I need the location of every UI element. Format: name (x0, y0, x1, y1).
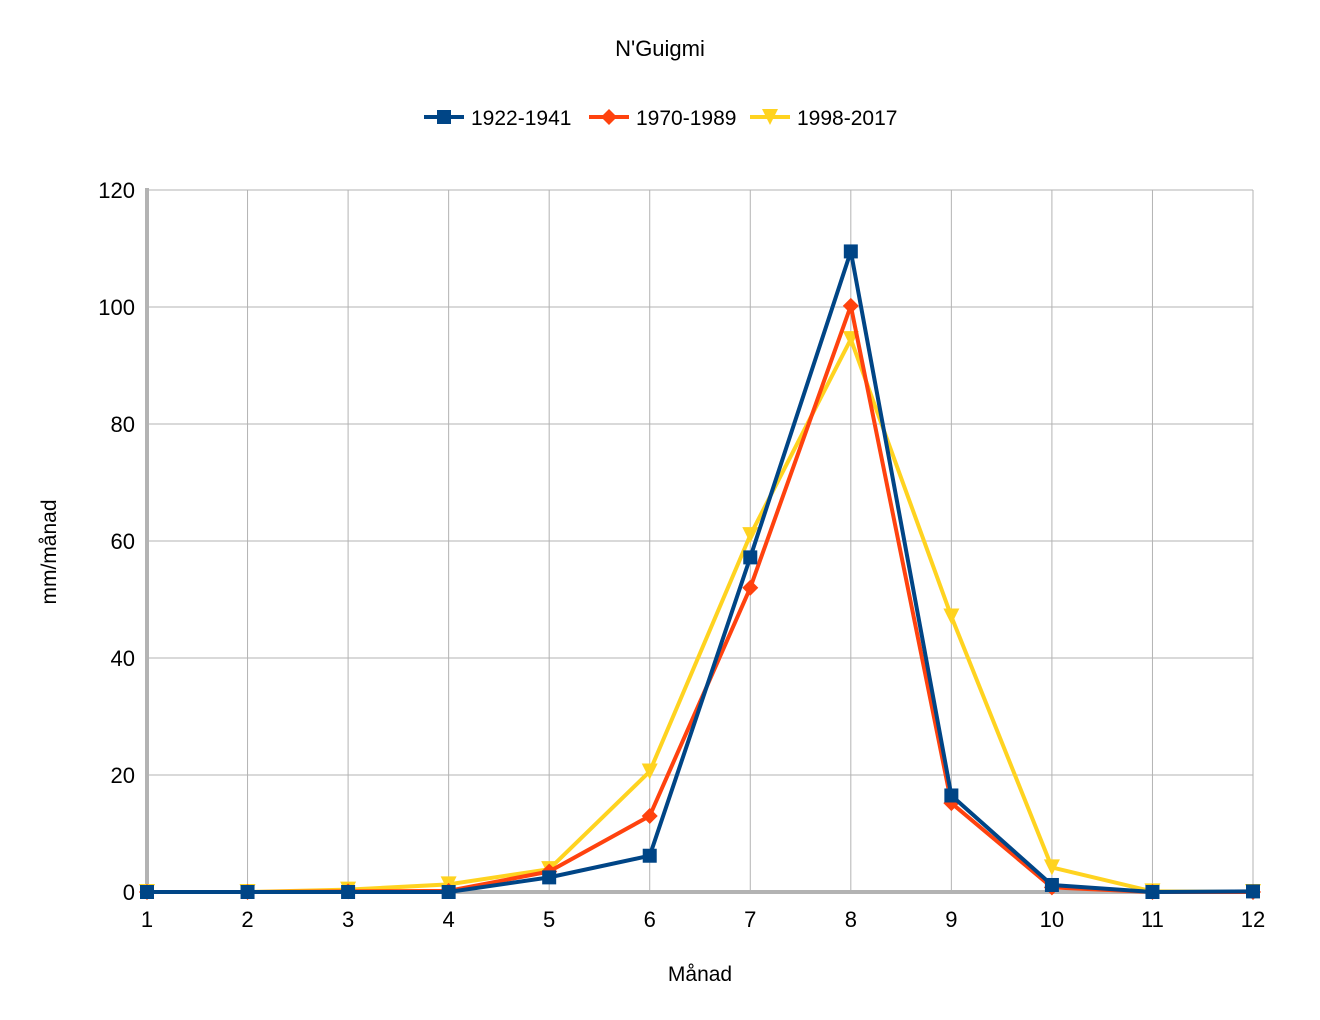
y-tick-label-80: 80 (111, 412, 135, 437)
y-axis-label: mm/månad (38, 499, 61, 604)
data-point-1922-1941-10 (1044, 877, 1059, 892)
series-line-1998-2017 (147, 337, 1254, 894)
series-line-1922-1941 (147, 249, 1254, 894)
y-tick-label-40: 40 (111, 646, 135, 671)
x-tick-label-6: 6 (644, 907, 656, 932)
data-point-1998-2017-7 (742, 527, 759, 544)
data-point-1922-1941-4 (441, 885, 456, 899)
x-tick-label-3: 3 (342, 907, 354, 932)
data-point-1922-1941-5 (542, 870, 557, 885)
x-tick-labels: 1 2 3 4 5 6 7 8 9 10 11 12 (141, 907, 1265, 932)
legend: 1922-1941 1970-1989 1998-2017 (424, 107, 897, 130)
x-tick-label-12: 12 (1241, 907, 1265, 932)
data-point-1922-1941-2 (240, 885, 255, 899)
legend-marker-1922-1941 (437, 110, 451, 124)
series-group (139, 244, 1261, 900)
series-1922-1941 (140, 244, 1260, 899)
data-point-1922-1941-11 (1145, 885, 1160, 899)
x-tick-label-11: 11 (1141, 907, 1164, 932)
y-tick-label-60: 60 (111, 529, 135, 554)
data-point-1998-2017-6 (641, 763, 658, 780)
x-axis-label: Månad (668, 963, 732, 986)
y-tick-label-100: 100 (98, 295, 135, 320)
y-tick-labels: 0 20 40 60 80 100 120 (98, 178, 135, 905)
legend-entry-1922-1941: 1922-1941 (424, 107, 571, 130)
data-point-1922-1941-9 (944, 788, 959, 803)
legend-entry-1998-2017: 1998-2017 (750, 107, 897, 130)
data-point-1922-1941-6 (642, 848, 657, 863)
series-1970-1989 (139, 297, 1261, 900)
legend-label-1922-1941: 1922-1941 (471, 107, 571, 130)
series-1998-2017 (139, 331, 1261, 900)
grid (146, 189, 1254, 893)
x-tick-label-2: 2 (241, 907, 253, 932)
data-point-1922-1941-8 (843, 244, 858, 259)
data-point-1970-1989-8 (842, 297, 859, 314)
y-tick-label-0: 0 (123, 880, 135, 905)
x-tick-label-4: 4 (443, 907, 455, 932)
x-tick-label-5: 5 (543, 907, 555, 932)
data-point-1922-1941-7 (743, 550, 758, 565)
x-tick-label-10: 10 (1040, 907, 1064, 932)
data-point-1970-1989-7 (742, 579, 759, 596)
legend-marker-1998-2017 (762, 109, 778, 125)
x-tick-label-9: 9 (945, 907, 957, 932)
data-point-1970-1989-6 (641, 807, 658, 824)
data-point-1922-1941-3 (341, 885, 356, 899)
series-line-1970-1989 (147, 303, 1253, 894)
chart-title: N'Guigmi (615, 36, 705, 61)
data-point-1998-2017-10 (1043, 859, 1060, 876)
x-tick-label-8: 8 (845, 907, 857, 932)
y-tick-label-20: 20 (111, 763, 135, 788)
data-point-1998-2017-9 (943, 608, 960, 625)
data-point-1922-1941-1 (140, 885, 154, 899)
legend-label-1998-2017: 1998-2017 (797, 107, 897, 130)
x-tick-label-1: 1 (141, 907, 153, 932)
legend-entry-1970-1989: 1970-1989 (589, 107, 736, 130)
legend-marker-1970-1989 (601, 109, 617, 125)
y-tick-label-120: 120 (98, 178, 135, 203)
data-point-1922-1941-12 (1246, 884, 1260, 899)
legend-label-1970-1989: 1970-1989 (636, 107, 736, 130)
x-tick-label-7: 7 (744, 907, 756, 932)
